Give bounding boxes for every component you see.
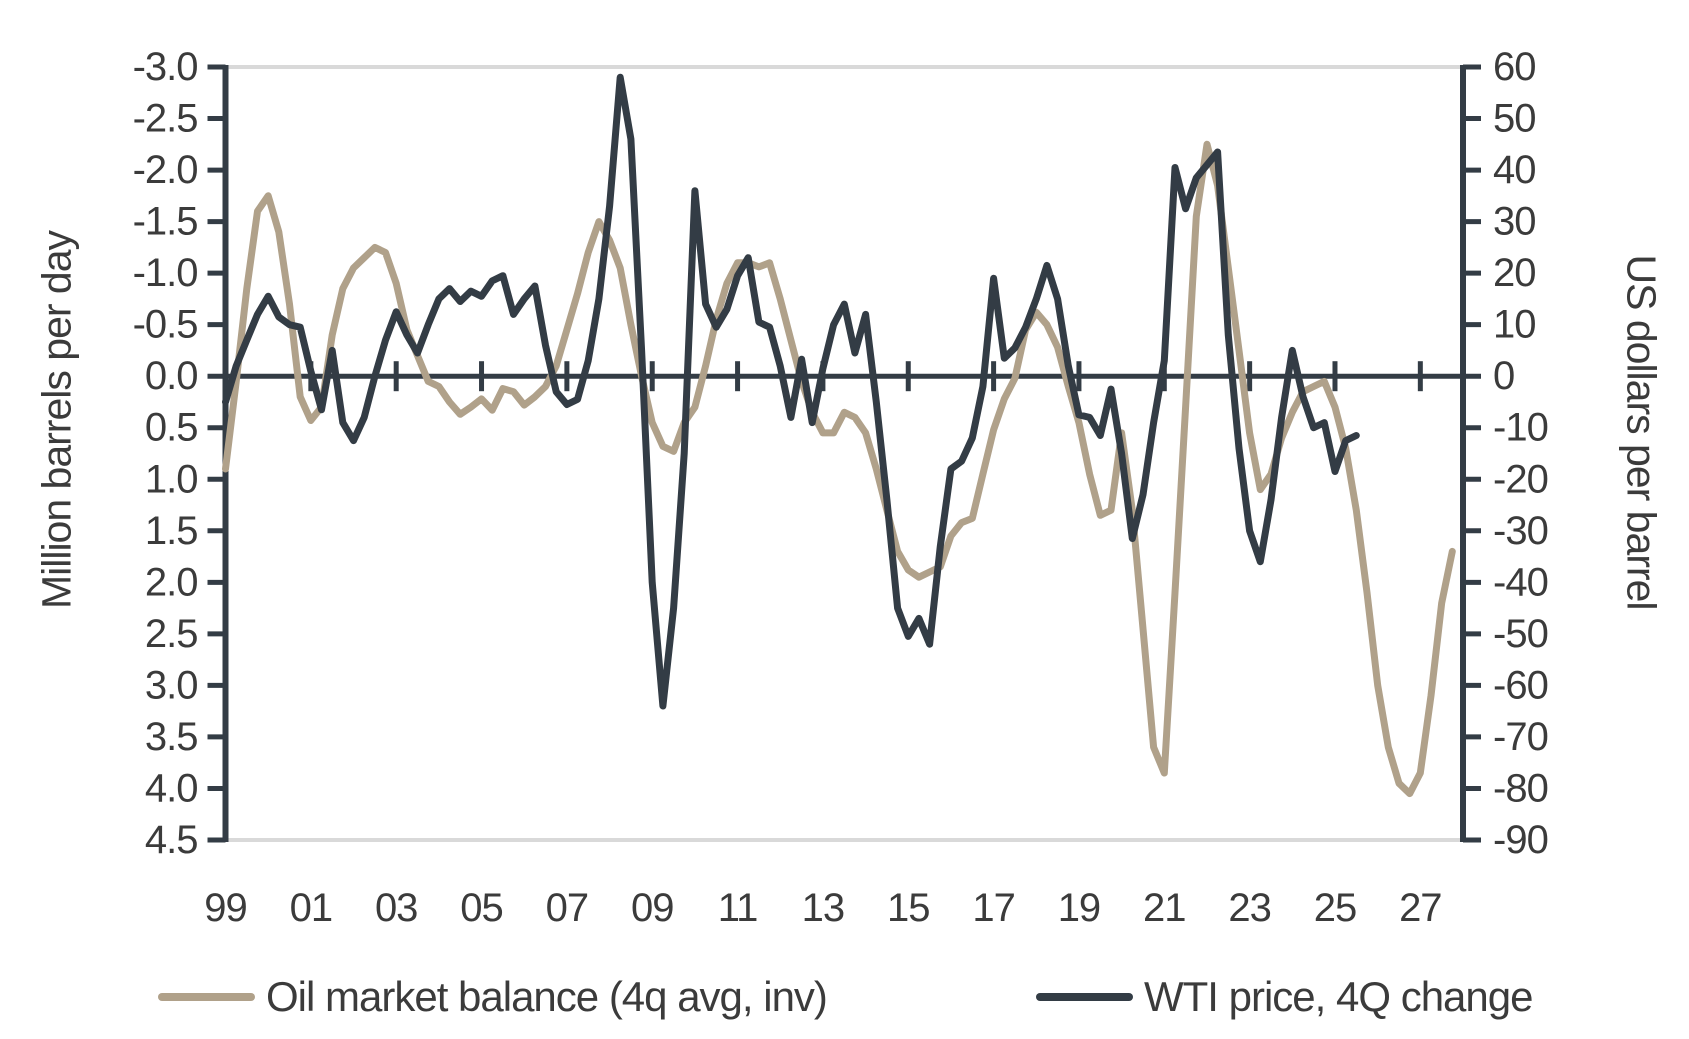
left-axis-tick-label: -1.5 [133,200,198,244]
x-axis-tick-label: 03 [375,886,418,930]
y-left-axis-title: Million barrels per day [33,230,80,610]
left-axis-tick-label: 0.0 [145,354,198,398]
right-axis-tick-label: -60 [1493,663,1548,707]
right-axis-tick-label: -20 [1493,457,1548,501]
x-axis-tick-label: 25 [1314,886,1357,930]
left-axis-tick-label: -2.0 [133,148,198,192]
left-axis-tick-label: 4.0 [145,766,198,810]
left-axis-tick-label: -3.0 [133,45,198,89]
x-axis-tick-label: 05 [460,886,503,930]
right-axis-tick-label: -40 [1493,560,1548,604]
x-axis-tick-label: 23 [1228,886,1271,930]
left-axis-tick-label: 4.5 [145,818,198,862]
right-axis-tick-label: -50 [1493,612,1548,656]
legend-item-oil-balance: Oil market balance (4q avg, inv) [158,972,828,1022]
right-axis-tick-label: -70 [1493,715,1548,759]
legend-swatch-wti-price-line [1036,993,1133,1001]
right-axis-tick-label: -10 [1493,406,1548,450]
x-axis-tick-label: 07 [546,886,589,930]
left-axis-tick-label: 0.5 [145,406,198,450]
right-axis-tick-label: 40 [1493,148,1536,192]
x-axis-tick-label: 11 [718,886,758,930]
legend-label-oil-balance: Oil market balance (4q avg, inv) [266,973,828,1020]
left-axis-tick-label: 2.5 [145,612,198,656]
right-axis-tick-label: 10 [1493,303,1536,347]
x-axis-tick-label: 21 [1143,886,1186,930]
right-axis-tick-label: -90 [1493,818,1548,862]
left-axis-tick-label: 1.5 [145,509,198,553]
legend-label-wti-price: WTI price, 4Q change [1144,973,1533,1020]
x-axis-tick-label: 27 [1399,886,1442,930]
legend-swatch-oil-balance-line [158,993,255,1001]
left-axis-tick-label: -1.0 [133,251,198,295]
x-axis-tick-label: 19 [1058,886,1101,930]
left-axis-tick-label: 2.0 [145,560,198,604]
x-axis-tick-label: 01 [290,886,333,930]
left-axis-tick-label: 3.5 [145,715,198,759]
y-right-axis-title: US dollars per barrel [1618,254,1665,610]
left-axis-tick-label: 1.0 [145,457,198,501]
x-axis-tick-label: 09 [631,886,674,930]
right-axis-tick-label: 30 [1493,200,1536,244]
x-axis-tick-label: 17 [972,886,1015,930]
left-axis-tick-label: -0.5 [133,303,198,347]
left-axis-tick-label: -2.5 [133,97,198,141]
right-axis-tick-label: -80 [1493,766,1548,810]
right-axis-tick-label: -30 [1493,509,1548,553]
x-axis-tick-label: 99 [204,886,247,930]
legend-item-wti-price: WTI price, 4Q change [1036,972,1533,1022]
left-axis-tick-label: 3.0 [145,663,198,707]
wti-price-series-line [222,73,1360,710]
right-axis-tick-label: 60 [1493,45,1536,89]
right-axis-tick-label: 20 [1493,251,1536,295]
oil-balance-series-line [222,140,1456,798]
x-axis-tick-label: 15 [887,886,930,930]
x-axis-tick-label: 13 [802,886,845,930]
right-axis-tick-label: 0 [1493,354,1514,398]
right-axis-tick-label: 50 [1493,97,1536,141]
